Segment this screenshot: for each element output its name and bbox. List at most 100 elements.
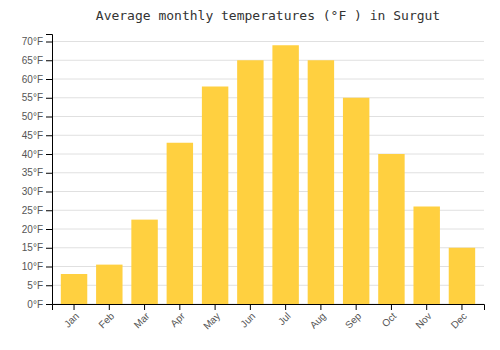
x-tick-mark bbox=[285, 304, 286, 310]
x-tick-mark bbox=[320, 304, 321, 310]
y-tick: 35°F bbox=[22, 167, 52, 178]
y-tick-label: 50°F bbox=[22, 111, 43, 122]
x-tick-label: Nov bbox=[413, 310, 433, 330]
bar bbox=[96, 265, 122, 304]
grid-line bbox=[52, 41, 484, 42]
x-tick: Dec bbox=[449, 304, 469, 331]
bar bbox=[131, 220, 157, 304]
y-tick: 65°F bbox=[22, 55, 52, 66]
x-tick-label: Aug bbox=[308, 310, 328, 330]
y-tick: 40°F bbox=[22, 149, 52, 160]
y-tick: 5°F bbox=[27, 280, 52, 291]
x-tick-mark bbox=[391, 304, 392, 310]
y-tick-mark bbox=[46, 154, 52, 155]
bar bbox=[449, 248, 475, 304]
bar bbox=[413, 207, 439, 305]
y-tick-label: 15°F bbox=[22, 242, 43, 253]
x-tick-mark bbox=[179, 304, 180, 310]
bar bbox=[167, 143, 193, 304]
y-tick-label: 20°F bbox=[22, 224, 43, 235]
y-tick-label: 30°F bbox=[22, 186, 43, 197]
x-tick: Jan bbox=[62, 304, 81, 330]
y-tick-label: 40°F bbox=[22, 149, 43, 160]
y-tick-label: 55°F bbox=[22, 92, 43, 103]
x-tick: Aug bbox=[308, 304, 328, 331]
y-tick-mark bbox=[46, 60, 52, 61]
y-tick-mark bbox=[46, 267, 52, 268]
x-tick-label: Jul bbox=[276, 310, 293, 327]
grid-line bbox=[52, 60, 484, 61]
y-tick: 45°F bbox=[22, 130, 52, 141]
x-tick-mark bbox=[215, 304, 216, 310]
y-tick-mark bbox=[46, 304, 52, 305]
y-tick-mark bbox=[46, 42, 52, 43]
y-tick-mark bbox=[46, 248, 52, 249]
y-tick: 70°F bbox=[22, 36, 52, 47]
x-tick-label: Dec bbox=[449, 310, 469, 330]
bar bbox=[202, 87, 228, 305]
x-tick-mark bbox=[426, 304, 427, 310]
y-tick: 50°F bbox=[22, 111, 52, 122]
y-tick-mark bbox=[46, 117, 52, 118]
bar bbox=[61, 274, 87, 304]
grid-line bbox=[52, 191, 484, 192]
x-axis-line bbox=[53, 305, 485, 311]
x-tick: Oct bbox=[380, 304, 399, 329]
x-tick-mark bbox=[461, 304, 462, 310]
grid-line bbox=[52, 97, 484, 98]
bar bbox=[378, 154, 404, 304]
x-tick-mark bbox=[356, 304, 357, 310]
x-tick: Sep bbox=[343, 304, 364, 331]
y-tick-label: 65°F bbox=[22, 55, 43, 66]
y-tick-mark bbox=[46, 192, 52, 193]
y-tick-label: 5°F bbox=[27, 280, 43, 291]
bar bbox=[237, 60, 263, 304]
x-tick: Mar bbox=[132, 304, 152, 330]
y-tick-mark bbox=[46, 79, 52, 80]
bar bbox=[272, 45, 298, 304]
title: Average monthly temperatures (°F ) in Su… bbox=[96, 8, 440, 23]
y-tick-label: 10°F bbox=[22, 261, 43, 272]
plot-area bbox=[61, 45, 475, 304]
x-axis: Jan Feb Mar Apr May Jun Jul Aug Sep Oct Nov Dec bbox=[53, 304, 485, 332]
x-tick: Feb bbox=[96, 304, 116, 330]
y-tick-label: 25°F bbox=[22, 205, 43, 216]
x-tick-label: Jan bbox=[62, 310, 81, 329]
y-tick: 15°F bbox=[22, 242, 52, 253]
x-tick-label: Sep bbox=[343, 310, 364, 331]
chart: Jan Feb Mar Apr May Jun Jul Aug Sep Oct Nov Dec 0°F 5… bbox=[0, 0, 500, 350]
grid bbox=[52, 42, 484, 305]
y-tick: 10°F bbox=[22, 261, 52, 272]
y-tick: 25°F bbox=[22, 205, 52, 216]
y-tick: 55°F bbox=[22, 92, 52, 103]
x-tick-mark bbox=[144, 304, 145, 310]
y-tick: 30°F bbox=[22, 186, 52, 197]
x-tick: Nov bbox=[413, 304, 433, 331]
bar bbox=[308, 60, 334, 304]
y-tick-mark bbox=[46, 285, 52, 286]
grid-line bbox=[52, 116, 484, 117]
x-tick: Apr bbox=[168, 304, 187, 329]
x-tick-label: Feb bbox=[96, 310, 116, 330]
bar bbox=[343, 98, 369, 304]
y-tick-label: 60°F bbox=[22, 74, 43, 85]
y-tick-label: 70°F bbox=[22, 36, 43, 47]
y-tick-mark bbox=[46, 173, 52, 174]
x-tick-label: Apr bbox=[168, 310, 187, 329]
x-tick-label: May bbox=[201, 310, 222, 331]
y-tick-mark bbox=[46, 210, 52, 211]
y-tick-mark bbox=[46, 229, 52, 230]
x-tick: Jul bbox=[276, 304, 293, 327]
x-tick-mark bbox=[74, 304, 75, 310]
grid-line bbox=[52, 172, 484, 173]
y-tick-label: 45°F bbox=[22, 130, 43, 141]
x-tick: Jun bbox=[238, 304, 257, 330]
grid-line bbox=[52, 79, 484, 80]
x-tick-label: Jun bbox=[238, 310, 257, 329]
grid-line bbox=[52, 154, 484, 155]
y-tick-label: 0°F bbox=[27, 299, 43, 310]
x-tick-label: Mar bbox=[132, 310, 152, 330]
y-axis: 0°F 5°F 10°F 15°F 20°F 25°F 30°F 35°F 40°F 45°F 50… bbox=[22, 35, 53, 310]
grid-line bbox=[52, 135, 484, 136]
y-tick: 60°F bbox=[22, 74, 52, 85]
